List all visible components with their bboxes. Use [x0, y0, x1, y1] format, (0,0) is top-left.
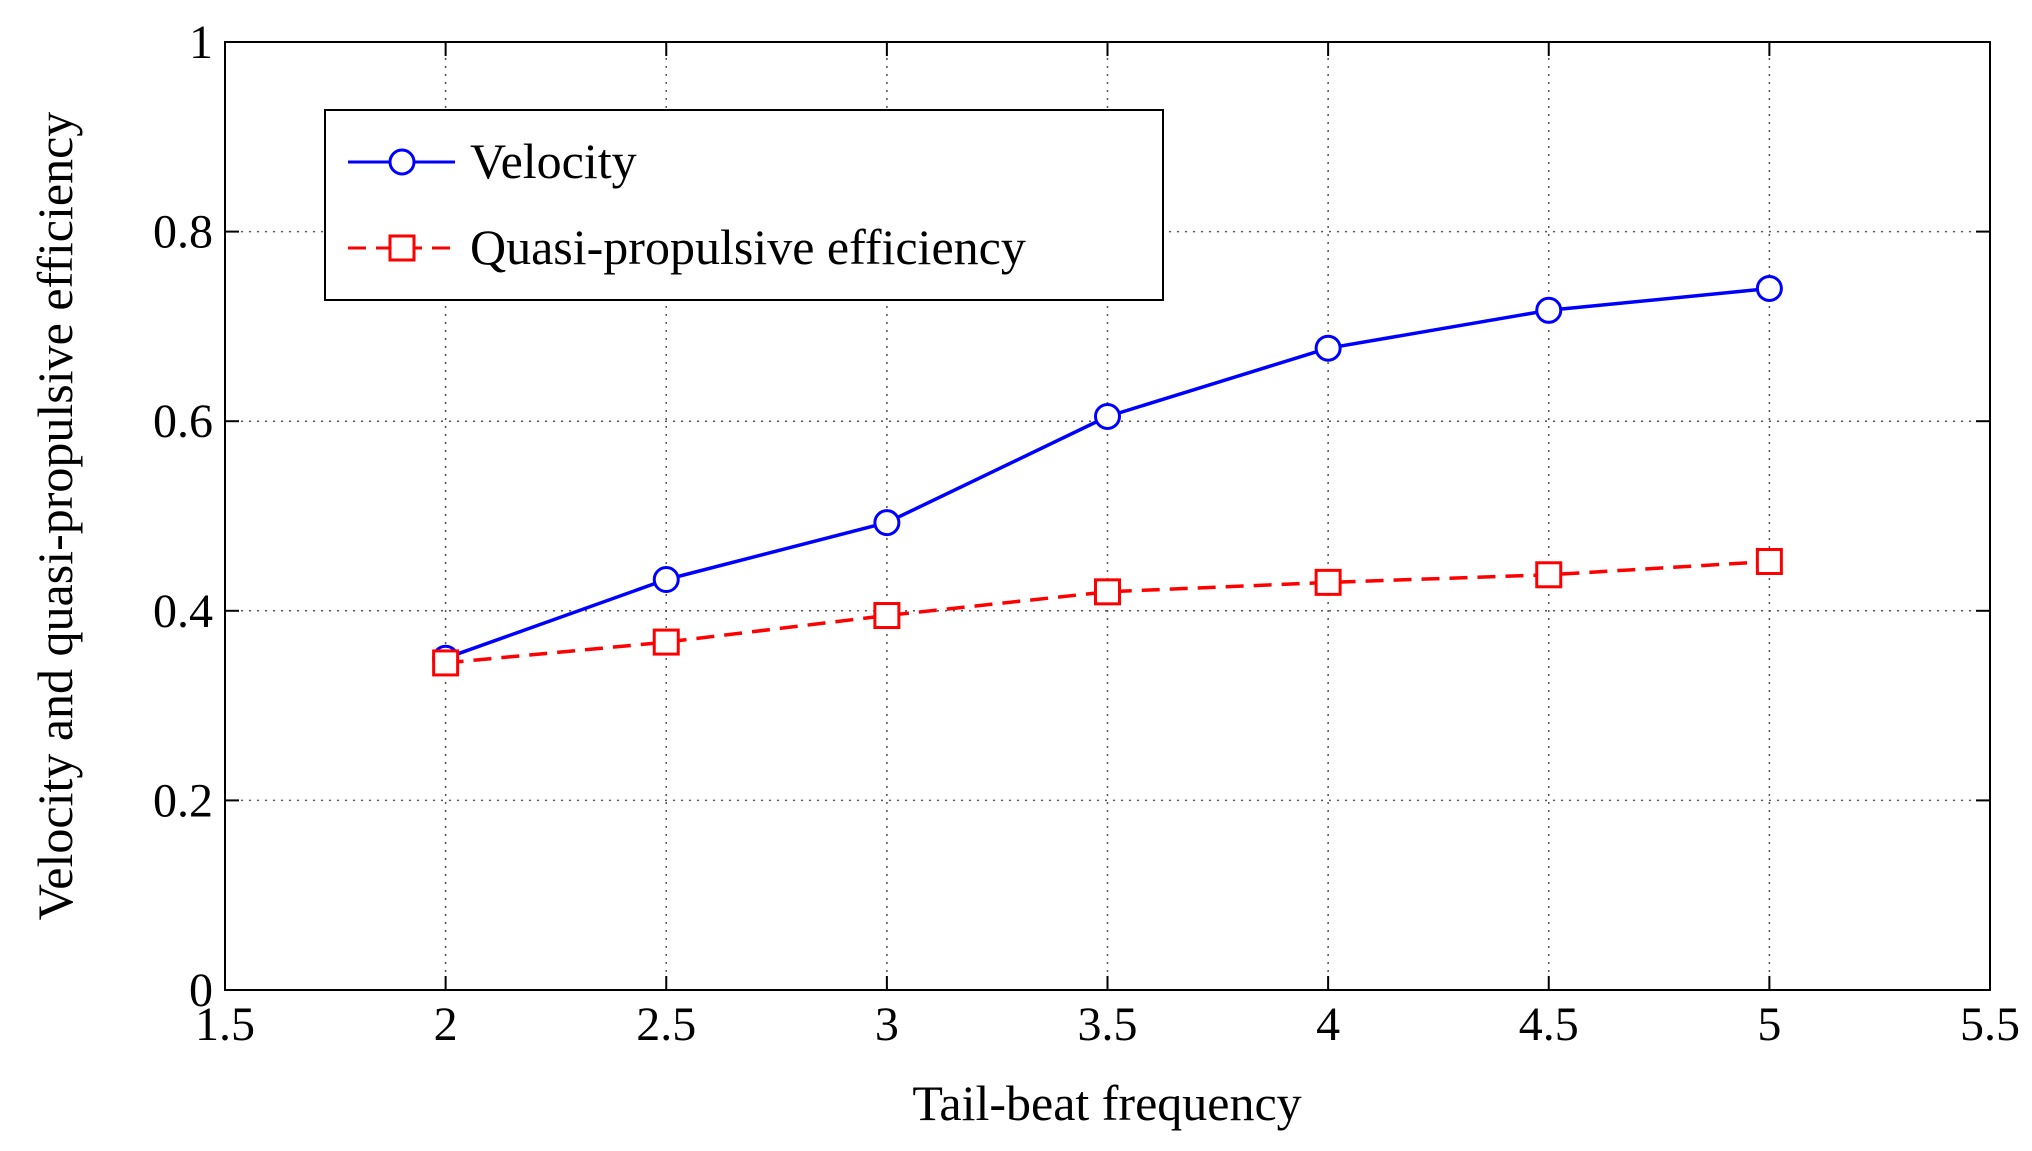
x-tick-label: 5.5	[1960, 998, 2020, 1051]
velocity-point	[652, 566, 680, 594]
x-tick-label: 1.5	[195, 998, 255, 1051]
legend: Velocity Quasi-propulsive efficiency	[324, 109, 1164, 301]
plot-frame	[224, 41, 1991, 991]
legend-efficiency-marker	[388, 234, 416, 262]
velocity-point	[873, 509, 901, 537]
tick-labels: 1.5 2 2.5 3 3.5 4 4.5 5 5.5 0 0.2 0.4 0.6 0.8 1	[153, 16, 2020, 1051]
x-tick-label: 2	[434, 998, 458, 1051]
legend-efficiency-label: Quasi-propulsive efficiency	[470, 219, 1026, 275]
legend-box	[324, 109, 1164, 301]
x-tick-label: 5	[1757, 998, 1781, 1051]
legend-velocity-marker	[388, 148, 416, 176]
x-tick-label: 3	[875, 998, 899, 1051]
velocity-point	[1314, 334, 1342, 362]
y-tick-label: 0.6	[153, 395, 213, 448]
y-tick-label: 0	[189, 964, 213, 1017]
y-tick-label: 0.4	[153, 585, 213, 638]
y-tick-label: 1	[189, 16, 213, 69]
x-tick-label: 3.5	[1078, 998, 1138, 1051]
efficiency-point	[1535, 561, 1563, 589]
velocity-point	[1755, 274, 1783, 302]
efficiency-point	[432, 649, 460, 677]
x-axis-title: Tail-beat frequency	[912, 1075, 1301, 1131]
series-layer	[432, 274, 1783, 677]
y-axis-title: Velocity and quasi-propulsive efficiency	[27, 112, 83, 921]
efficiency-point	[1094, 578, 1121, 606]
efficiency-point	[1314, 568, 1342, 596]
y-tick-label: 0.8	[153, 206, 213, 259]
efficiency-point	[873, 602, 901, 630]
legend-velocity-label: Velocity	[470, 133, 637, 189]
efficiency-point	[1755, 548, 1783, 576]
efficiency-point	[652, 628, 680, 656]
x-tick-label: 2.5	[636, 998, 696, 1051]
velocity-point	[1535, 296, 1563, 324]
y-tick-label: 0.2	[153, 774, 213, 827]
velocity-point	[1094, 402, 1121, 430]
x-tick-label: 4	[1316, 998, 1340, 1051]
x-tick-label: 4.5	[1519, 998, 1579, 1051]
